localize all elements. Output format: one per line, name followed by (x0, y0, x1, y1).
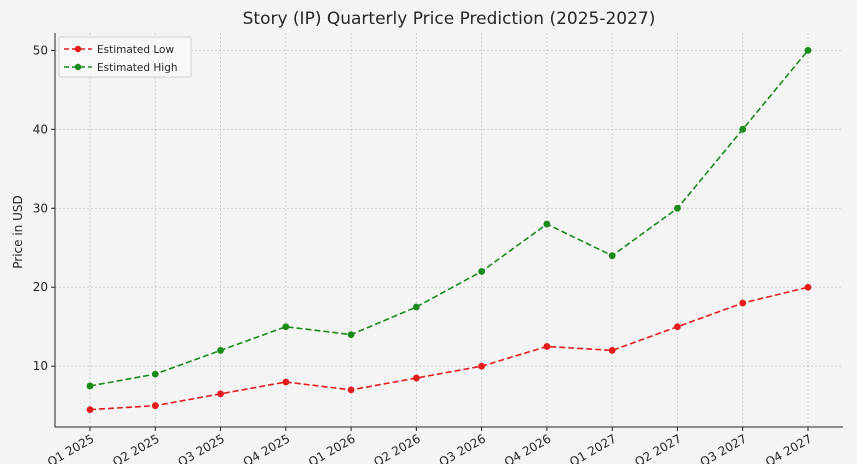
x-tick-label: Q1 2027 (567, 431, 619, 464)
data-point (804, 46, 812, 54)
data-point (86, 382, 94, 390)
series-line-low (89, 286, 809, 411)
data-point (608, 347, 616, 354)
x-tick-label: Q4 2027 (763, 431, 815, 464)
series-line-high (89, 49, 809, 387)
data-point (674, 204, 681, 212)
data-point (739, 299, 747, 307)
x-tick-label: Q1 2025 (45, 431, 97, 464)
data-point (608, 252, 616, 260)
legend-swatch-marker (74, 45, 82, 53)
data-point (478, 362, 486, 370)
axes (54, 33, 843, 428)
chart-title: Story (IP) Quarterly Price Prediction (2… (243, 9, 656, 29)
legend-label: Estimated Low (97, 44, 174, 56)
data-point (282, 378, 290, 386)
data-point (347, 386, 355, 394)
x-ticks: Q1 2025 Q2 2025 Q3 2025 Q4 2025 Q1 2026 Q2 20… (45, 427, 815, 464)
data-point (151, 402, 159, 410)
legend: Estimated Low Estimated High (58, 36, 192, 78)
x-tick-label: Q3 2027 (698, 431, 750, 464)
data-point (217, 347, 224, 354)
y-tick-label: 20 (33, 280, 48, 294)
x-tick-label: Q4 2026 (502, 431, 554, 464)
data-point (151, 370, 159, 378)
data-point (217, 390, 224, 398)
data-point (543, 343, 551, 350)
data-point (282, 323, 290, 331)
data-point (804, 283, 812, 291)
y-axis-label: Price in USD (11, 195, 25, 268)
data-point (674, 323, 681, 331)
data-point (412, 303, 420, 311)
legend-swatch-marker (74, 63, 82, 71)
series (86, 46, 812, 414)
x-tick-label: Q4 2025 (241, 431, 293, 464)
data-point (347, 331, 355, 339)
data-point (412, 374, 420, 382)
grid (55, 33, 843, 427)
x-tick-label: Q3 2025 (175, 431, 227, 464)
y-ticks: 10 20 30 40 50 (33, 43, 55, 373)
x-tick-label: Q3 2026 (437, 431, 489, 464)
data-point (543, 220, 551, 228)
x-tick-label: Q2 2027 (632, 431, 684, 464)
legend-label: Estimated High (97, 62, 178, 74)
x-tick-label: Q2 2026 (371, 431, 423, 464)
data-point (86, 406, 94, 414)
data-point (739, 125, 747, 133)
x-tick-label: Q1 2026 (306, 431, 358, 464)
y-tick-label: 50 (33, 43, 48, 57)
y-tick-label: 40 (33, 122, 48, 136)
x-tick-label: Q2 2025 (110, 431, 162, 464)
y-tick-label: 10 (33, 359, 48, 373)
data-point (478, 268, 486, 275)
y-tick-label: 30 (33, 201, 48, 215)
